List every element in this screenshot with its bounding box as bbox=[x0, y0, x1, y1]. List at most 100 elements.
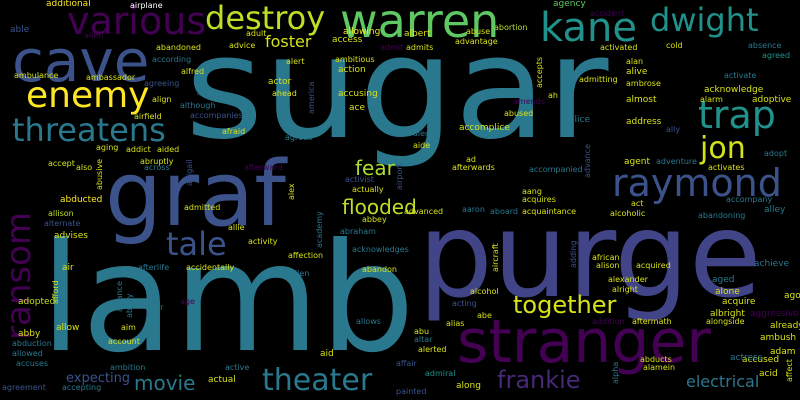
word-active: active bbox=[225, 363, 250, 372]
word-alright: alright bbox=[612, 285, 638, 294]
word-able: able bbox=[10, 25, 30, 35]
word-acquires: acquires bbox=[522, 195, 556, 204]
word-aggressive: aggressive bbox=[750, 309, 799, 319]
word-adventure: adventure bbox=[656, 157, 697, 166]
word-aaron: aaron bbox=[462, 205, 485, 214]
word-accompanied: accompanied bbox=[529, 165, 583, 174]
word-accompanies: accompanies bbox=[190, 111, 243, 120]
word-alone: alone bbox=[715, 287, 740, 297]
word-abe: abe bbox=[477, 311, 492, 320]
word-aged: aged bbox=[712, 275, 735, 285]
word-ransom: ransom bbox=[0, 212, 39, 340]
word-agreeing: agreeing bbox=[144, 79, 180, 88]
word-ad: ad bbox=[466, 155, 476, 164]
word-already: already bbox=[770, 321, 800, 331]
word-according: according bbox=[152, 55, 192, 64]
word-abducted: abducted bbox=[60, 195, 103, 205]
word-abraham: abraham bbox=[340, 227, 376, 236]
word-ambition: ambition bbox=[110, 363, 146, 372]
word-alcohol: alcohol bbox=[470, 287, 499, 296]
word-accused: accused bbox=[742, 355, 780, 365]
word-cave: cave bbox=[12, 27, 150, 95]
word-lamb: lamb bbox=[40, 212, 415, 386]
word-activated: activated bbox=[600, 43, 638, 52]
word-ally: ally bbox=[666, 125, 681, 134]
word-admit: admit bbox=[380, 43, 404, 52]
word-almost: almost bbox=[626, 95, 657, 105]
word-adopt: adopt bbox=[764, 149, 788, 158]
word-alan: alan bbox=[626, 57, 644, 66]
word-afford: afford bbox=[51, 280, 60, 304]
word-amends: amends bbox=[513, 97, 545, 106]
word-air: air bbox=[62, 263, 74, 273]
word-warren: warren bbox=[340, 0, 500, 48]
word-adam: adam bbox=[770, 347, 796, 357]
word-accuses: accuses bbox=[16, 359, 49, 368]
word-threatens: threatens bbox=[12, 111, 166, 149]
word-abducts: abducts bbox=[640, 355, 672, 364]
word-fear: fear bbox=[355, 156, 395, 180]
word-admitted: admitted bbox=[184, 203, 221, 212]
word-afterlife: afterlife bbox=[138, 263, 170, 272]
word-alter: alter bbox=[145, 303, 164, 312]
word-addict: addict bbox=[126, 145, 151, 154]
word-ambassador: ambassador bbox=[86, 73, 136, 82]
word-aftermath: aftermath bbox=[632, 317, 672, 326]
word-ah: ah bbox=[548, 91, 558, 100]
word-acknowledge: acknowledge bbox=[704, 85, 764, 95]
word-abbey: abbey bbox=[362, 215, 387, 224]
word-abandoned: abandoned bbox=[156, 43, 201, 52]
word-admitting: admitting bbox=[579, 75, 618, 84]
word-alcoholic: alcoholic bbox=[610, 209, 646, 218]
word-affect: affect bbox=[785, 359, 794, 382]
word-absence: absence bbox=[748, 41, 782, 50]
word-electrical: electrical bbox=[686, 372, 760, 391]
word-act: act bbox=[631, 199, 644, 208]
word-alfred: alfred bbox=[181, 67, 205, 76]
word-ability: ability bbox=[125, 293, 134, 318]
word-abu: abu bbox=[414, 327, 430, 336]
word-agreed: agreed bbox=[762, 51, 791, 60]
word-agent: agent bbox=[624, 157, 650, 167]
word-purge: purge bbox=[418, 186, 762, 324]
word-ambitious: ambitious bbox=[335, 55, 375, 64]
word-african: african bbox=[592, 253, 620, 262]
word-trap: trap bbox=[698, 93, 776, 137]
word-afterward: afterward bbox=[244, 163, 283, 172]
word-aide: aide bbox=[413, 141, 431, 150]
word-albert: albert bbox=[404, 29, 431, 39]
word-advance: advance bbox=[583, 143, 592, 178]
word-ambush: ambush bbox=[760, 333, 797, 343]
word-graf: graf bbox=[105, 142, 286, 247]
word-allison: allison bbox=[48, 209, 74, 218]
word-alliance: alliance bbox=[115, 281, 124, 312]
word-accompany: accompany bbox=[726, 195, 773, 204]
word-painted: painted bbox=[396, 387, 427, 396]
word-aboard: aboard bbox=[490, 207, 519, 216]
word-acknowledges: acknowledges bbox=[352, 245, 409, 254]
word-actually: actually bbox=[352, 185, 384, 194]
word-theater: theater bbox=[262, 363, 373, 398]
word-agency: agency bbox=[553, 0, 586, 9]
word-advice: advice bbox=[229, 41, 256, 50]
word-action: action bbox=[338, 65, 366, 75]
word-accidentally: accidentally bbox=[186, 263, 235, 272]
word-abusive: abusive bbox=[95, 158, 104, 190]
word-also: also bbox=[76, 163, 93, 172]
word-allowing: allowing bbox=[343, 27, 381, 37]
word-al: al bbox=[541, 354, 550, 362]
word-allowed: allowed bbox=[12, 349, 43, 358]
word-various: various bbox=[67, 0, 207, 43]
word-actual: actual bbox=[208, 375, 236, 385]
word-actress: actress bbox=[730, 353, 763, 363]
word-expecting: expecting bbox=[66, 371, 131, 386]
word-accident: accident bbox=[590, 9, 625, 18]
word-airplane: airplane bbox=[130, 1, 163, 10]
word-aang: aang bbox=[522, 187, 542, 196]
word-abby: abby bbox=[18, 329, 41, 339]
word-allow: allow bbox=[56, 323, 80, 333]
word-addition: addition bbox=[592, 317, 625, 326]
word-kane: kane bbox=[540, 5, 637, 51]
word-abandoning: abandoning bbox=[698, 211, 746, 220]
word-allie: allie bbox=[228, 223, 245, 232]
